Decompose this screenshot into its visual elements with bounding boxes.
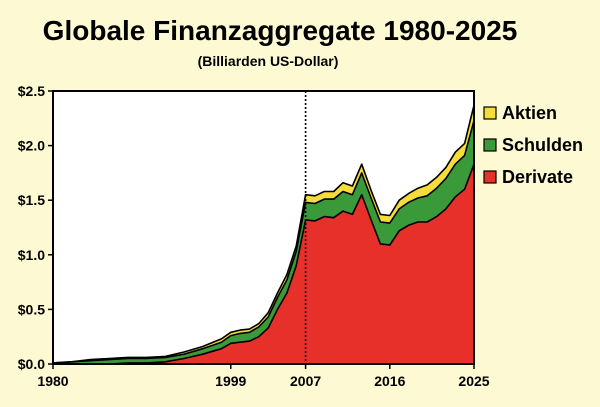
area-outline-schulden [52, 120, 475, 364]
area-outline-aktien [52, 105, 475, 364]
x-tick-label: 2025 [458, 373, 489, 389]
legend-label-schulden: Schulden [502, 135, 583, 155]
plot-area: $0.0 $0.5 $1.0 $1.5 $2.0 $2.5 1980 1999 2007 2016… [18, 83, 490, 389]
area-schulden [53, 120, 474, 364]
chart-subtitle: (Billiarden US-Dollar) [198, 53, 339, 69]
y-tick-label: $1.5 [18, 192, 45, 208]
legend: Aktien Schulden Derivate [483, 103, 583, 187]
y-tick-label: $2.5 [18, 83, 45, 99]
legend-label-derivate: Derivate [502, 167, 573, 187]
x-tick-label: 2016 [374, 373, 405, 389]
y-tick-label: $1.0 [18, 247, 45, 263]
y-tick-label: $2.0 [18, 138, 45, 154]
legend-label-aktien: Aktien [502, 103, 557, 123]
legend-swatch-schulden [483, 138, 497, 152]
y-tick-label: $0.5 [18, 301, 45, 317]
plot-frame [52, 90, 475, 365]
chart-title: Globale Finanzaggregate 1980-2025 [43, 15, 518, 46]
x-tick-label: 1980 [37, 373, 68, 389]
legend-swatch-aktien [483, 106, 497, 120]
y-tick-label: $0.0 [18, 356, 45, 372]
x-tick-label: 2007 [290, 373, 321, 389]
x-tick-label: 1999 [215, 373, 246, 389]
legend-swatch-derivate [483, 170, 497, 184]
